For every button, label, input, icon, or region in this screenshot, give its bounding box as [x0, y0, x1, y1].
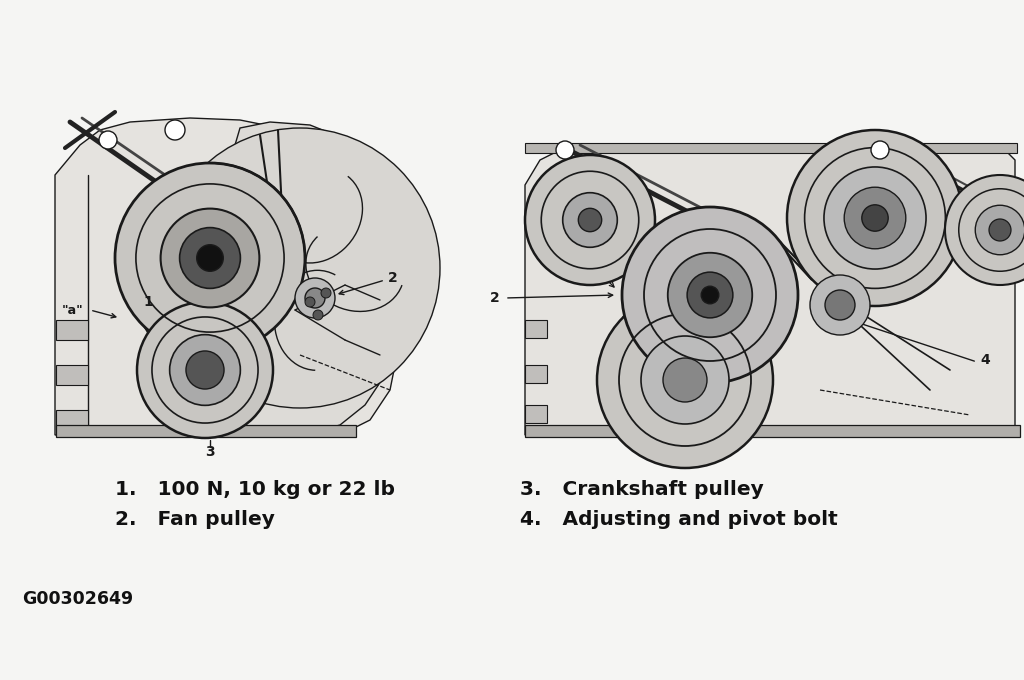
Circle shape	[824, 167, 926, 269]
Circle shape	[622, 207, 798, 383]
Bar	[56, 320, 88, 340]
Polygon shape	[55, 118, 406, 435]
Circle shape	[305, 297, 315, 307]
Circle shape	[579, 208, 602, 232]
Circle shape	[945, 175, 1024, 285]
Circle shape	[825, 290, 855, 320]
Bar	[56, 425, 356, 437]
Circle shape	[137, 302, 273, 438]
Text: 4.   Adjusting and pivot bolt: 4. Adjusting and pivot bolt	[520, 510, 838, 529]
Circle shape	[525, 155, 655, 285]
Bar	[525, 365, 547, 383]
Circle shape	[687, 272, 733, 318]
Circle shape	[989, 219, 1011, 241]
Circle shape	[663, 358, 707, 402]
Circle shape	[871, 141, 889, 159]
Polygon shape	[228, 122, 408, 435]
Circle shape	[563, 192, 617, 248]
Circle shape	[787, 130, 963, 306]
Circle shape	[165, 120, 185, 140]
Bar	[56, 410, 88, 430]
Bar	[525, 320, 547, 338]
Bar	[525, 405, 547, 423]
Circle shape	[597, 292, 773, 468]
Circle shape	[321, 288, 331, 298]
Circle shape	[975, 205, 1024, 255]
Circle shape	[641, 336, 729, 424]
Polygon shape	[525, 145, 1015, 435]
Text: 2: 2	[490, 291, 500, 305]
Text: 1: 1	[143, 295, 153, 309]
Text: 2: 2	[388, 271, 397, 285]
Circle shape	[701, 286, 719, 304]
Circle shape	[99, 131, 117, 149]
Circle shape	[186, 351, 224, 389]
Bar	[525, 425, 1020, 437]
Circle shape	[810, 275, 870, 335]
Text: G00302649: G00302649	[22, 590, 133, 608]
Text: 3.   Crankshaft pulley: 3. Crankshaft pulley	[520, 480, 764, 499]
Text: 3: 3	[205, 445, 215, 459]
Circle shape	[170, 335, 241, 405]
Text: 1.   100 N, 10 kg or 22 lb: 1. 100 N, 10 kg or 22 lb	[115, 480, 395, 499]
Circle shape	[313, 310, 323, 320]
Text: 2.   Fan pulley: 2. Fan pulley	[115, 510, 274, 529]
Text: "a": "a"	[62, 303, 84, 316]
Circle shape	[305, 288, 325, 308]
Circle shape	[556, 141, 574, 159]
Circle shape	[160, 128, 440, 408]
Circle shape	[115, 163, 305, 353]
Bar	[56, 365, 88, 385]
Circle shape	[161, 209, 259, 307]
Text: 4: 4	[980, 353, 990, 367]
Circle shape	[862, 205, 888, 231]
Circle shape	[668, 253, 753, 337]
Circle shape	[295, 278, 335, 318]
Circle shape	[179, 228, 241, 288]
Circle shape	[197, 245, 223, 271]
Bar	[525, 143, 1017, 153]
Circle shape	[844, 187, 906, 249]
